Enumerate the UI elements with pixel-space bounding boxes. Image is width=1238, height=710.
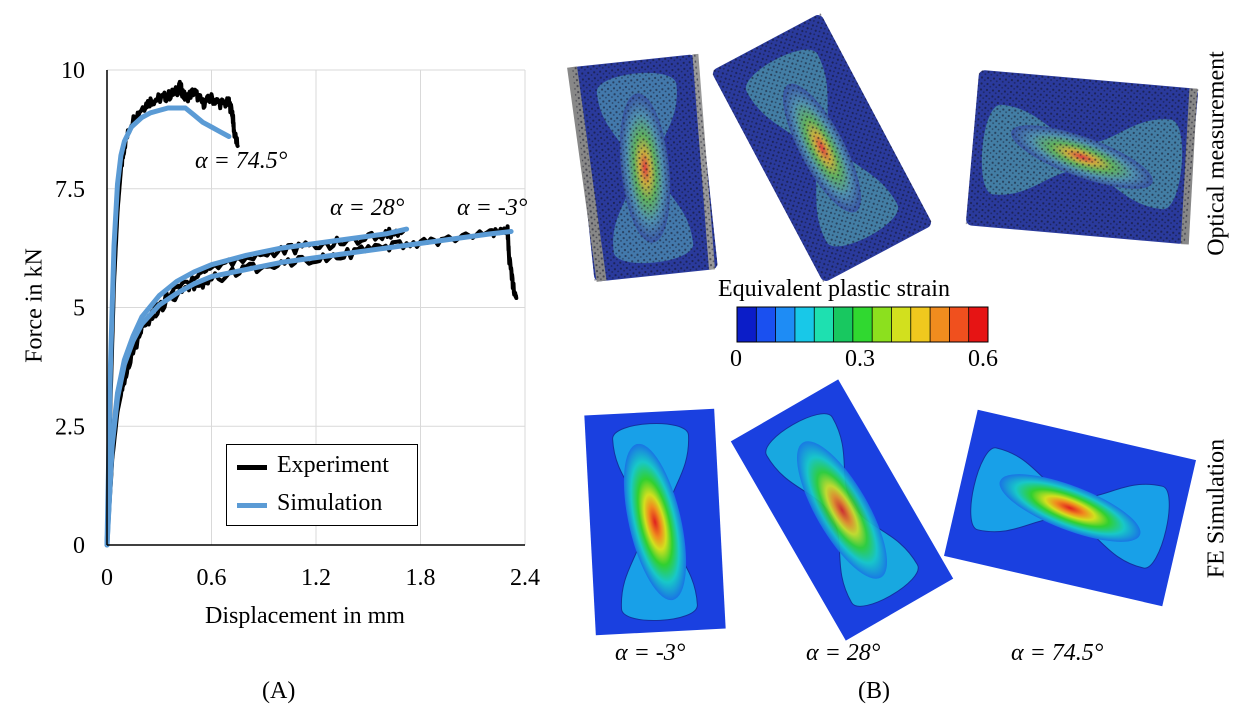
legend-swatch-simulation xyxy=(237,503,267,508)
strain-colorbar xyxy=(736,306,989,343)
fe-specimen-alpha-minus-3 xyxy=(584,408,726,636)
colorbar-segment xyxy=(737,307,757,342)
y-tick-label: 7.5 xyxy=(55,177,85,203)
y-tick-label: 5 xyxy=(73,296,85,322)
colorbar-tick-0: 0 xyxy=(730,346,742,372)
legend-label-simulation: Simulation xyxy=(277,490,383,516)
chart-grid xyxy=(107,69,526,545)
x-tick-label: 1.2 xyxy=(301,565,331,591)
series-simulation xyxy=(104,105,232,548)
x-axis-label: Displacement in mm xyxy=(205,603,405,629)
colorbar-tick-0-3: 0.3 xyxy=(845,346,875,372)
optical-specimen-alpha-74-5 xyxy=(965,69,1199,245)
annotation-alpha-74-5: α = 74.5° xyxy=(195,148,288,174)
colorbar-title: Equivalent plastic strain xyxy=(718,276,950,302)
chart-legend: Experiment Simulation xyxy=(226,444,418,526)
force-displacement-chart: 0 0.6 1.2 1.8 2.4 0 2.5 5 7.5 10 xyxy=(55,58,540,591)
colorbar-segment xyxy=(949,307,970,342)
colorbar-frame xyxy=(736,306,989,343)
colorbar-segment xyxy=(775,307,796,342)
panel-label-b: (B) xyxy=(858,678,890,704)
annotation-alpha-28: α = 28° xyxy=(330,195,405,221)
chart-axes: 0 0.6 1.2 1.8 2.4 0 2.5 5 7.5 10 xyxy=(55,58,540,591)
row-label-optical: Optical measurement xyxy=(1203,51,1230,256)
chart-series xyxy=(104,79,519,548)
fe-specimen-alpha-74-5 xyxy=(943,409,1197,607)
y-tick-label: 0 xyxy=(73,533,85,559)
x-tick-label: 1.8 xyxy=(406,565,436,591)
panel-label-a: (A) xyxy=(262,678,296,704)
colorbar-segment xyxy=(756,307,777,342)
x-tick-label: 0.6 xyxy=(197,565,227,591)
legend-label-experiment: Experiment xyxy=(277,452,389,478)
colorbar-segment xyxy=(852,307,873,342)
y-tick-label: 10 xyxy=(61,58,85,84)
specimen-label-alpha-minus-3: α = -3° xyxy=(615,640,686,666)
colorbar-segment xyxy=(930,307,950,342)
y-tick-label: 2.5 xyxy=(55,414,85,440)
x-tick-label: 2.4 xyxy=(510,565,540,591)
colorbar-segment xyxy=(910,307,931,342)
fe-specimen-alpha-28 xyxy=(730,379,954,641)
colorbar-segment xyxy=(814,307,835,342)
specimen-label-alpha-74-5: α = 74.5° xyxy=(1011,640,1104,666)
colorbar-tick-0-6: 0.6 xyxy=(968,346,998,372)
colorbar-segment xyxy=(794,307,815,342)
series-simulation xyxy=(104,229,514,548)
colorbar-segment xyxy=(891,307,912,342)
annotation-alpha-minus-3: α = -3° xyxy=(457,195,528,221)
x-tick-label: 0 xyxy=(101,565,113,591)
specimen-label-alpha-28: α = 28° xyxy=(806,640,881,666)
colorbar-segment xyxy=(968,307,989,342)
optical-specimen-alpha-minus-3 xyxy=(567,53,718,282)
optical-specimen-alpha-28 xyxy=(710,12,934,284)
row-label-fe-simulation: FE Simulation xyxy=(1203,438,1230,579)
legend-swatch-experiment xyxy=(237,465,267,470)
colorbar-segment xyxy=(833,307,854,342)
colorbar-segment xyxy=(872,307,892,342)
